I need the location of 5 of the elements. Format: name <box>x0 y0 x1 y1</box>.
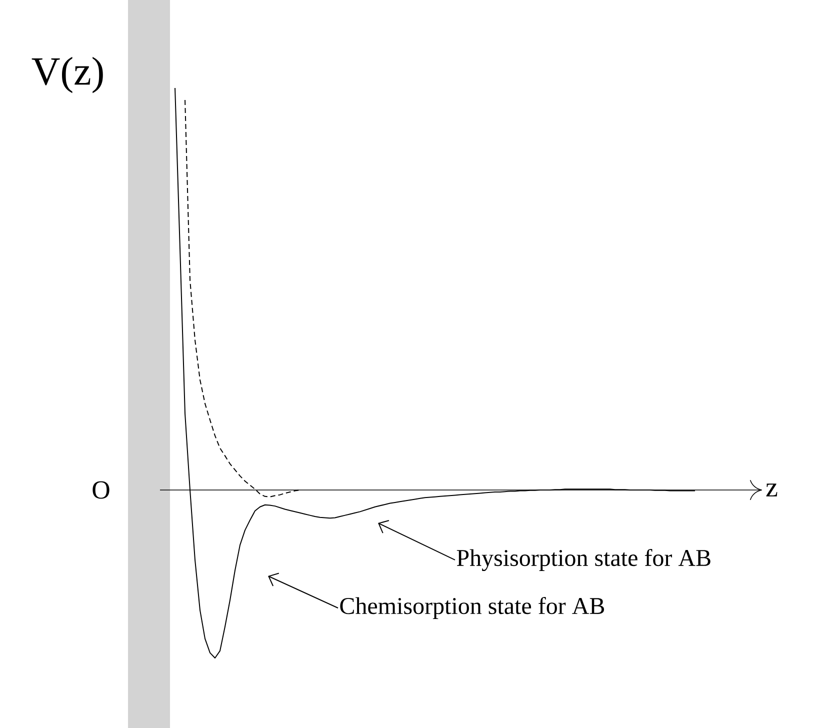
annotation: Chemisorption state for AB <box>340 596 604 619</box>
y-axis-title: V(z) <box>32 56 103 94</box>
text: O <box>92 481 110 499</box>
x-axis-title: z <box>766 484 778 496</box>
annotation: Physisorption state for AB <box>456 548 710 572</box>
